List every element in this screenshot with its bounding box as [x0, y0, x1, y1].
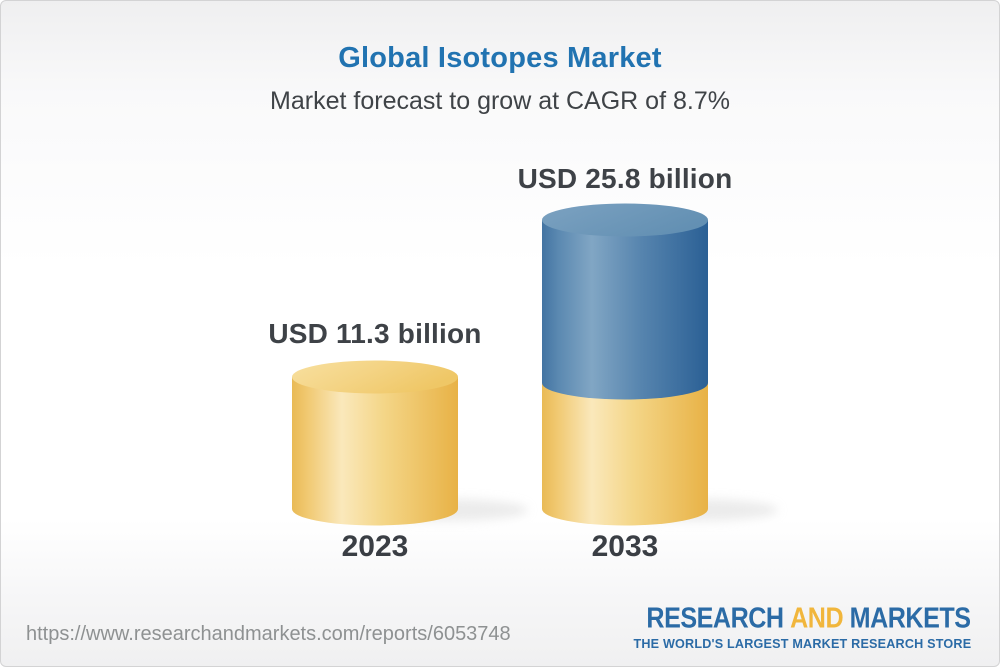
bar-2023-cylinder	[292, 360, 458, 526]
page-subtitle: Market forecast to grow at CAGR of 8.7%	[270, 87, 730, 115]
logo-word-markets: MARKETS	[850, 602, 971, 634]
axis-label-2033: 2033	[591, 530, 659, 563]
logo-wordmark: RESEARCH AND MARKETS	[646, 602, 972, 634]
value-label-2033: USD 25.8 billion	[517, 163, 733, 194]
value-label-2023: USD 11.3 billion	[268, 318, 482, 349]
page-title: Global Isotopes Market	[338, 42, 662, 74]
axis-label-2023: 2023	[341, 530, 409, 563]
bar-2033-blue-segment	[542, 220, 708, 400]
report-url: https://www.researchandmarkets.com/repor…	[26, 623, 511, 645]
bar-2033-cylinder	[542, 203, 708, 526]
logo-word-research: RESEARCH	[646, 602, 785, 634]
bar-2033-gold-segment	[542, 383, 708, 526]
research-and-markets-logo: RESEARCH AND MARKETS THE WORLD'S LARGEST M…	[622, 602, 972, 651]
logo-word-and: AND	[790, 602, 844, 634]
logo-tagline: THE WORLD'S LARGEST MARKET RESEARCH STOR…	[633, 636, 971, 651]
